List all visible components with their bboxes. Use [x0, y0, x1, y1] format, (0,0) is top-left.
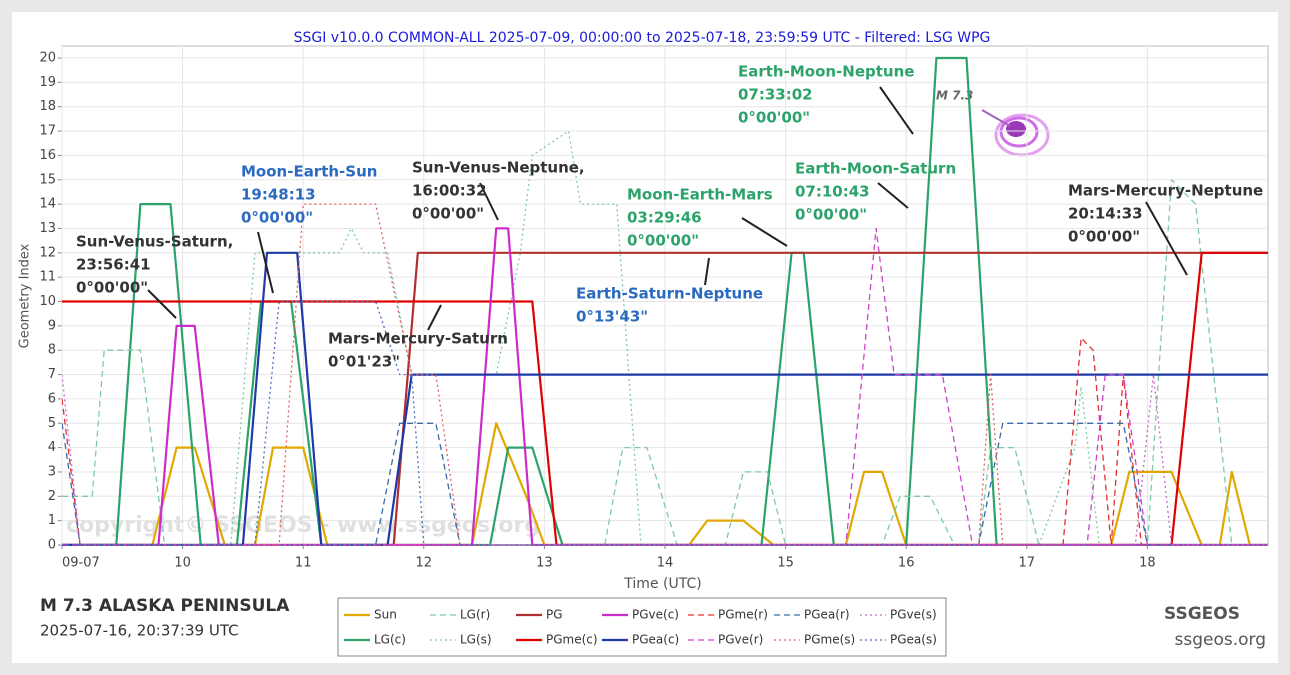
y-tick-label: 1 [48, 513, 56, 528]
x-tick-label: 11 [295, 556, 312, 571]
y-tick-label: 2 [48, 489, 56, 504]
annotation-text: Sun-Venus-Neptune, [412, 159, 585, 177]
y-tick-label: 18 [39, 99, 56, 114]
y-tick-label: 19 [39, 75, 56, 90]
legend-label: PG [546, 608, 563, 622]
annotation-text: 0°00'00" [795, 206, 867, 224]
legend-label: LG(r) [460, 608, 490, 622]
annotation-pointer [704, 257, 710, 286]
annotation-text: 23:56:41 [76, 256, 151, 274]
x-tick-label: 12 [416, 556, 433, 571]
y-tick-label: 7 [48, 367, 56, 382]
legend-label: PGve(s) [890, 608, 937, 622]
y-tick-label: 17 [39, 124, 56, 139]
x-tick-label: 15 [777, 556, 794, 571]
y-tick-label: 3 [48, 464, 56, 479]
y-tick-label: 8 [48, 343, 56, 358]
legend-label: PGve(c) [632, 608, 679, 622]
legend-label: PGea(s) [890, 633, 937, 647]
annotation-text: Sun-Venus-Saturn, [76, 233, 233, 251]
annotation-text: 0°00'00" [1068, 228, 1140, 246]
annotation-text: 0°00'00" [627, 232, 699, 250]
series-line [62, 251, 1268, 546]
legend-label: PGve(r) [718, 633, 763, 647]
y-tick-label: 14 [39, 197, 56, 212]
x-tick-label: 16 [898, 556, 915, 571]
y-tick-label: 12 [39, 245, 56, 260]
annotation-pointer [427, 304, 442, 331]
annotation-text: 07:10:43 [795, 183, 870, 201]
y-tick-label: 6 [48, 391, 56, 406]
legend-label: PGme(r) [718, 608, 768, 622]
y-tick-label: 5 [48, 416, 56, 431]
annotation-pointer [479, 182, 499, 221]
annotation-text: Earth-Saturn-Neptune [576, 285, 763, 303]
annotation-text: Mars-Mercury-Saturn [328, 330, 508, 348]
legend-label: PGme(c) [546, 633, 598, 647]
y-tick-label: 10 [39, 294, 56, 309]
annotation-text: 03:29:46 [627, 209, 702, 227]
x-axis-label: Time (UTC) [623, 576, 701, 592]
annotation-text: 16:00:32 [412, 182, 487, 200]
annotation-text: 0°00'00" [738, 109, 810, 127]
x-tick-label: 17 [1019, 556, 1036, 571]
series-line [62, 56, 1268, 546]
legend-label: Sun [374, 608, 397, 622]
annotation-text: 0°00'00" [76, 279, 148, 297]
y-tick-label: 15 [39, 172, 56, 187]
annotation-pointer [257, 231, 274, 294]
annotation-text: 0°13'43" [576, 308, 648, 326]
footer-brand: SSGEOS [1164, 604, 1240, 624]
series-line [62, 130, 1268, 546]
x-tick-label: 18 [1139, 556, 1156, 571]
x-tick-label: 09-07 [62, 556, 100, 571]
y-tick-label: 4 [48, 440, 56, 455]
y-tick-label: 20 [39, 51, 56, 66]
annotation-pointer [879, 86, 914, 135]
footer-site: ssgeos.org [1174, 630, 1266, 650]
series-line [62, 300, 1268, 546]
y-tick-label: 16 [39, 148, 56, 163]
annotation-text: Moon-Earth-Sun [241, 163, 377, 181]
series-group [62, 56, 1268, 546]
chart-title: SSGI v10.0.0 COMMON-ALL 2025-07-09, 00:0… [294, 30, 991, 46]
legend-label: PGme(s) [804, 633, 855, 647]
annotation-pointer [877, 182, 909, 209]
annotation-text: 07:33:02 [738, 86, 813, 104]
footer-event: M 7.3 ALASKA PENINSULA [40, 596, 290, 616]
annotation-text: Moon-Earth-Mars [627, 186, 773, 204]
x-tick-label: 10 [174, 556, 191, 571]
annotation-pointer [147, 289, 177, 319]
y-tick-label: 11 [39, 270, 56, 285]
y-tick-label: 9 [48, 318, 56, 333]
annotation-text: 20:14:33 [1068, 205, 1143, 223]
annotation-text: 0°00'00" [241, 209, 313, 227]
y-tick-label: 0 [48, 538, 56, 553]
annotation-text: 19:48:13 [241, 186, 316, 204]
annotation-pointer [1145, 201, 1188, 276]
x-tick-label: 13 [536, 556, 553, 571]
y-tick-label: 13 [39, 221, 56, 236]
series-line [62, 373, 1268, 546]
annotation-text: Earth-Moon-Saturn [795, 160, 956, 178]
annotation-text: Earth-Moon-Neptune [738, 63, 914, 81]
annotation-pointer [741, 217, 788, 247]
legend-label: PGea(c) [632, 633, 679, 647]
footer-time: 2025-07-16, 20:37:39 UTC [40, 622, 239, 640]
y-axis-label: Geometry Index [18, 243, 33, 348]
event-label: M 7.3 [936, 89, 973, 103]
legend-label: LG(c) [374, 633, 406, 647]
annotation-text: 0°01'23" [328, 353, 400, 371]
x-tick-label: 14 [657, 556, 674, 571]
legend-label: PGea(r) [804, 608, 850, 622]
legend [337, 597, 947, 657]
annotation-text: 0°00'00" [412, 205, 484, 223]
legend-label: LG(s) [460, 633, 492, 647]
annotation-text: Mars-Mercury-Neptune [1068, 182, 1263, 200]
